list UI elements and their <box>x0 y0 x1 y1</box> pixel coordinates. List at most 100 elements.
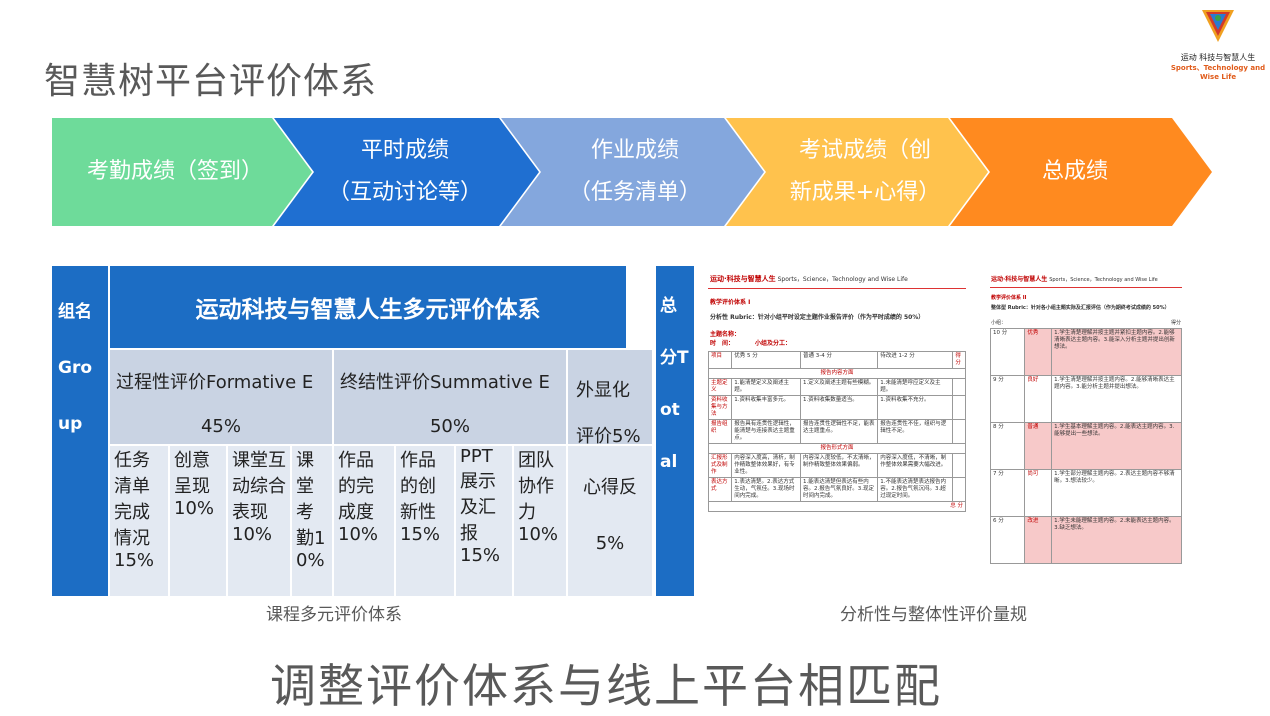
rubric-a-header: 运动·科技与智慧人生 <box>710 275 776 283</box>
item-label: 创意呈现 <box>174 450 210 497</box>
rubric-a-key: 主题定义 <box>708 378 733 396</box>
rubric-a-cell: 报告具有连贯性逻辑性，能清楚与连接表达主题重点。 <box>731 419 801 444</box>
item-label: 课堂考勤 <box>296 450 314 549</box>
item-pct: 10% <box>518 524 559 545</box>
rubric-a-col: 待改进 1-2 分 <box>877 351 954 369</box>
analytic-rubric-document: 运动·科技与智慧人生 Sports，Science，Technology and… <box>708 272 966 590</box>
rubric-b-level: 尚可 <box>1024 469 1053 517</box>
evaluation-table: 组名Group 运动科技与智慧人生多元评价体系 总分Total 过程性评价For… <box>52 266 694 596</box>
rubric-b-text: 1.学生清楚理解并按主题内容。2.能够清晰表达主题内容。3.能分析主题并提出想法… <box>1051 375 1182 423</box>
flow-step-homework: 作业成绩 （任务清单） <box>535 118 735 226</box>
item-label: 作品的完成度 <box>338 450 374 523</box>
flow-step-line2: （任务清单） <box>568 180 701 205</box>
logo-text-en: Sports、Technology and Wise Life <box>1170 64 1266 81</box>
grade-flow-chevrons <box>52 118 1212 226</box>
rubric-b-group: 小组： <box>991 320 1007 326</box>
rubric-b-score: 10 分 <box>990 328 1026 376</box>
item-label: 团队协作力 <box>518 450 554 523</box>
rubric-a-cell: 1.定义及阐述主题有些模糊。 <box>799 378 879 396</box>
rubric-a-score <box>952 453 966 478</box>
process-eval-header: 过程性评价Formative E 45% <box>110 350 332 444</box>
rubric-a-key: 报告组织 <box>708 419 733 444</box>
rubric-b-desc: 整体型 Rubric：针对各小组主题实际及汇报评估（作为期终考试成绩的 50%） <box>991 305 1170 311</box>
item-pct: 15% <box>460 545 501 566</box>
item-reflection: 心得反 5% <box>568 446 652 596</box>
logo-text-cn: 运动 科技与智慧人生 <box>1180 53 1256 62</box>
flow-step-line2: （互动讨论等） <box>327 180 482 205</box>
rubric-a-name: 主题名称： <box>710 331 741 338</box>
group-column-header: 组名Group <box>52 266 108 596</box>
rubric-b-score-label: 得分 <box>1170 320 1181 326</box>
rubric-a-cell: 报告连贯性逻辑性不足，能表达主题重点。 <box>799 419 879 444</box>
summative-eval-header: 终结性评价Summative E 50% <box>334 350 566 444</box>
rubric-a-col: 得分 <box>952 351 966 369</box>
rubric-a-cell: 1.资料收集丰富多元。 <box>731 395 801 420</box>
rubric-b-text: 1.学生清楚理解并按主题并紧扣主题内容。2.能够清晰表达主题内容。3.能深入分析… <box>1051 328 1182 376</box>
rubric-b-score: 8 分 <box>990 422 1026 470</box>
rubric-a-header-en: Sports，Science，Technology and Wise Life <box>777 276 908 283</box>
total-column-header: 总分Total <box>656 266 694 596</box>
rubric-a-key: 汇报形式及制作 <box>708 453 733 478</box>
chevron-total <box>950 118 1212 226</box>
item-attendance: 课堂考勤10% <box>292 446 332 596</box>
item-label: PPT展示及汇报 <box>460 446 496 544</box>
explicit-eval-header: 外显化评价5% <box>568 350 652 447</box>
item-task-list: 任务清单完成情况 15% <box>110 446 168 596</box>
item-pct: 10% <box>338 524 379 545</box>
rubric-a-col: 普通 3-4 分 <box>799 351 879 369</box>
rubric-b-level: 普通 <box>1024 422 1053 470</box>
rubric-a-section: 报告内容方面 <box>708 368 966 379</box>
table-title-spacer <box>566 266 626 348</box>
rubric-a-cell: 1.未能清楚呼应定义及主题。 <box>877 378 954 396</box>
rubric-a-key: 资料收集与方法 <box>708 395 733 420</box>
flow-step-attendance: 考勤成绩（签到） <box>60 118 290 226</box>
item-label: 作品的创新性 <box>400 450 436 523</box>
rubric-b-text: 1.学生部分理解主题内容。2.表达主题内容不够清晰。3.想法较少。 <box>1051 469 1182 517</box>
rubric-a-cell: 报告连贯性不佳，组织与逻辑性不足。 <box>877 419 954 444</box>
rubric-a-cell: 1.表达清楚。2.表达方式生动，气氛佳。3.现场时间内完成。 <box>731 477 801 502</box>
rubric-a-cell: 1.资料收集不充分。 <box>877 395 954 420</box>
rubric-a-cell: 内容深入度低，不清晰，制作整体效果需要大幅改进。 <box>877 453 954 478</box>
rubric-a-key: 表达方式 <box>708 477 733 502</box>
rubric-a-col: 项目 <box>708 351 733 369</box>
item-creativity: 创意呈现 10% <box>170 446 226 596</box>
chevron-attendance <box>52 118 312 226</box>
flow-step-line2: 新成果+心得） <box>789 180 941 205</box>
flow-step-line1: 总成绩 <box>1041 159 1108 184</box>
summative-eval-label: 终结性评价Summative E <box>340 372 550 393</box>
flow-step-line1: 考试成绩（创 <box>798 138 931 163</box>
item-pct: 10% <box>174 498 215 519</box>
item-pct: 15% <box>114 550 155 571</box>
rubric-a-group: 小组及分工： <box>755 340 792 347</box>
rubric-b-table: 10 分优秀 1.学生清楚理解并按主题并紧扣主题内容。2.能够清晰表达主题内容。3… <box>990 328 1182 564</box>
rubric-b-header: 运动·科技与智慧人生 <box>991 276 1048 283</box>
item-teamwork: 团队协作力 10% <box>514 446 566 596</box>
flow-step-total: 总成绩 <box>990 118 1160 226</box>
rubric-b-level: 良好 <box>1024 375 1053 423</box>
rubric-a-cell: 1.能清楚定义及阐述主题。 <box>731 378 801 396</box>
flow-step-line1: 作业成绩 <box>590 138 679 163</box>
rubric-a-cell: 内容深入度较低，不太清晰，制作精致整体效果偏弱。 <box>799 453 879 478</box>
summative-eval-pct: 50% <box>429 416 470 437</box>
rubric-a-score <box>952 378 966 396</box>
rubric-a-col: 优秀 5 分 <box>731 351 801 369</box>
rubric-b-level: 优秀 <box>1024 328 1053 376</box>
flow-step-exam: 考试成绩（创 新成果+心得） <box>765 118 965 226</box>
item-class-interaction: 课堂互动综合表现 10% <box>228 446 290 596</box>
item-label: 心得反 <box>583 477 637 498</box>
rubric-a-sub: 教学评价体系 I <box>710 299 751 306</box>
rubric-a-score <box>952 477 966 502</box>
rubric-a-score <box>952 395 966 420</box>
rubric-b-score: 6 分 <box>990 516 1026 564</box>
rubric-a-cell: 1.能表达清楚但表达有些内容。2.报告气氛良好。3.现定时间内完成。 <box>799 477 879 502</box>
logo-graphic-icon <box>1202 10 1234 42</box>
rubric-b-header-en: Sports，Science，Technology and Wise Life <box>1049 277 1158 283</box>
rubric-b-level: 改进 <box>1024 516 1053 564</box>
item-work-completion: 作品的完成度 10% <box>334 446 394 596</box>
chevron-exam <box>726 118 988 226</box>
caption-left: 课程多元评价体系 <box>266 605 402 625</box>
flow-step-line1: 平时成绩 <box>360 138 449 163</box>
rubric-b-score: 7 分 <box>990 469 1026 517</box>
bottom-title: 调整评价体系与线上平台相匹配 <box>270 659 942 713</box>
rubric-b-text: 1.学生未能理解主题内容。2.未能表达主题内容。3.缺乏想法。 <box>1051 516 1182 564</box>
